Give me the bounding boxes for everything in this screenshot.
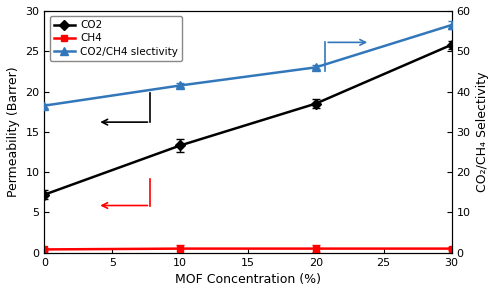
Y-axis label: Permeability (Barrer): Permeability (Barrer) [7, 67, 20, 197]
Legend: CO2, CH4, CO2/CH4 slectivity: CO2, CH4, CO2/CH4 slectivity [50, 16, 182, 61]
X-axis label: MOF Concentration (%): MOF Concentration (%) [175, 273, 321, 286]
Y-axis label: CO₂/CH₄ Selectivity: CO₂/CH₄ Selectivity [476, 71, 489, 192]
